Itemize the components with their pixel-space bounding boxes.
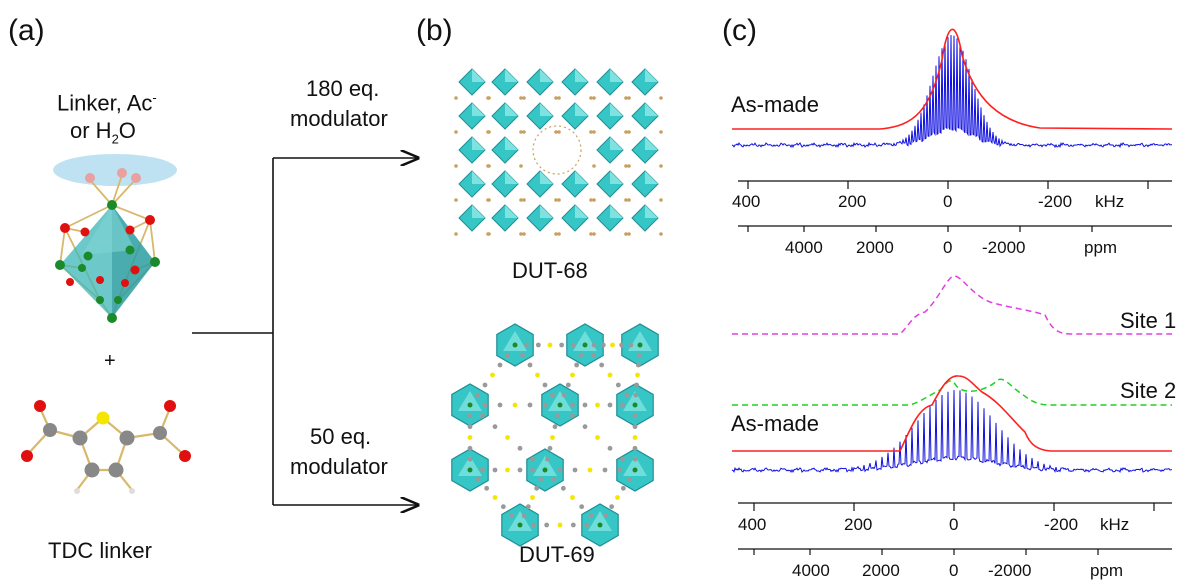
bottom-khz-tick-0: 0	[949, 515, 959, 534]
dut-69-framework	[451, 323, 659, 547]
bottom-as-made-label: As-made	[731, 411, 820, 436]
bottom-ppm-tick-4000: 4000	[792, 561, 830, 580]
cluster-caption-line-1: Linker, Ac-	[57, 90, 157, 116]
top-khz-axis	[738, 180, 1172, 189]
bottom-ppm-tick-2000: 2000	[862, 561, 900, 580]
bottom-condition-line-1: 50 eq.	[310, 424, 372, 449]
top-spectrum-simulated	[732, 28, 1173, 130]
bottom-khz-unit: kHz	[1100, 515, 1130, 534]
top-khz-tick-minus-200: -200	[1038, 192, 1073, 211]
bottom-spectrum-experimental	[731, 390, 1172, 474]
reaction-arrows	[192, 158, 418, 505]
panel-c-label: (c)	[722, 14, 757, 47]
top-khz-unit: kHz	[1095, 192, 1125, 211]
bottom-ppm-tick-minus-2000: -2000	[988, 561, 1032, 580]
top-spectrum-experimental	[731, 35, 1172, 149]
site-1-simulated-spectrum	[732, 275, 1172, 335]
top-khz-tick-0: 0	[943, 192, 953, 211]
bottom-ppm-axis	[738, 548, 1172, 555]
bottom-khz-tick-minus-200: -200	[1044, 515, 1079, 534]
top-khz-tick-400: 400	[732, 192, 761, 211]
bottom-spectrum-simulated	[732, 375, 1172, 452]
bottom-khz-axis	[738, 502, 1172, 511]
top-ppm-tick-4000: 4000	[785, 238, 823, 257]
top-ppm-tick-0: 0	[943, 238, 953, 257]
top-ppm-axis	[738, 225, 1172, 232]
dut-68-label: DUT-68	[512, 258, 588, 283]
site-1-label: Site 1	[1120, 308, 1177, 333]
tdc-linker-illustration	[21, 400, 191, 494]
top-condition-line-1: 180 eq.	[306, 76, 380, 101]
top-ppm-unit: ppm	[1084, 238, 1118, 257]
site-2-label: Site 2	[1120, 378, 1177, 403]
top-khz-tick-200: 200	[838, 192, 867, 211]
tdc-linker-label: TDC linker	[48, 538, 152, 563]
zr-cluster-illustration	[53, 154, 177, 323]
panel-b-label: (b)	[416, 14, 453, 47]
dut-68-framework	[454, 68, 663, 236]
bottom-ppm-unit: ppm	[1090, 561, 1124, 580]
bottom-khz-tick-200: 200	[844, 515, 873, 534]
dut-69-label: DUT-69	[519, 542, 595, 567]
bottom-ppm-tick-0: 0	[949, 561, 959, 580]
top-condition-line-2: modulator	[290, 106, 388, 131]
top-as-made-label: As-made	[731, 92, 820, 117]
top-ppm-tick-2000: 2000	[856, 238, 894, 257]
bottom-condition-line-2: modulator	[290, 454, 388, 479]
top-ppm-tick-minus-2000: -2000	[982, 238, 1026, 257]
bottom-khz-tick-400: 400	[738, 515, 767, 534]
plus-sign: +	[104, 350, 116, 372]
panel-a-label: (a)	[8, 14, 45, 47]
cluster-caption-line-2: or H2O	[70, 118, 136, 147]
site-2-simulated-spectrum	[732, 378, 1172, 406]
